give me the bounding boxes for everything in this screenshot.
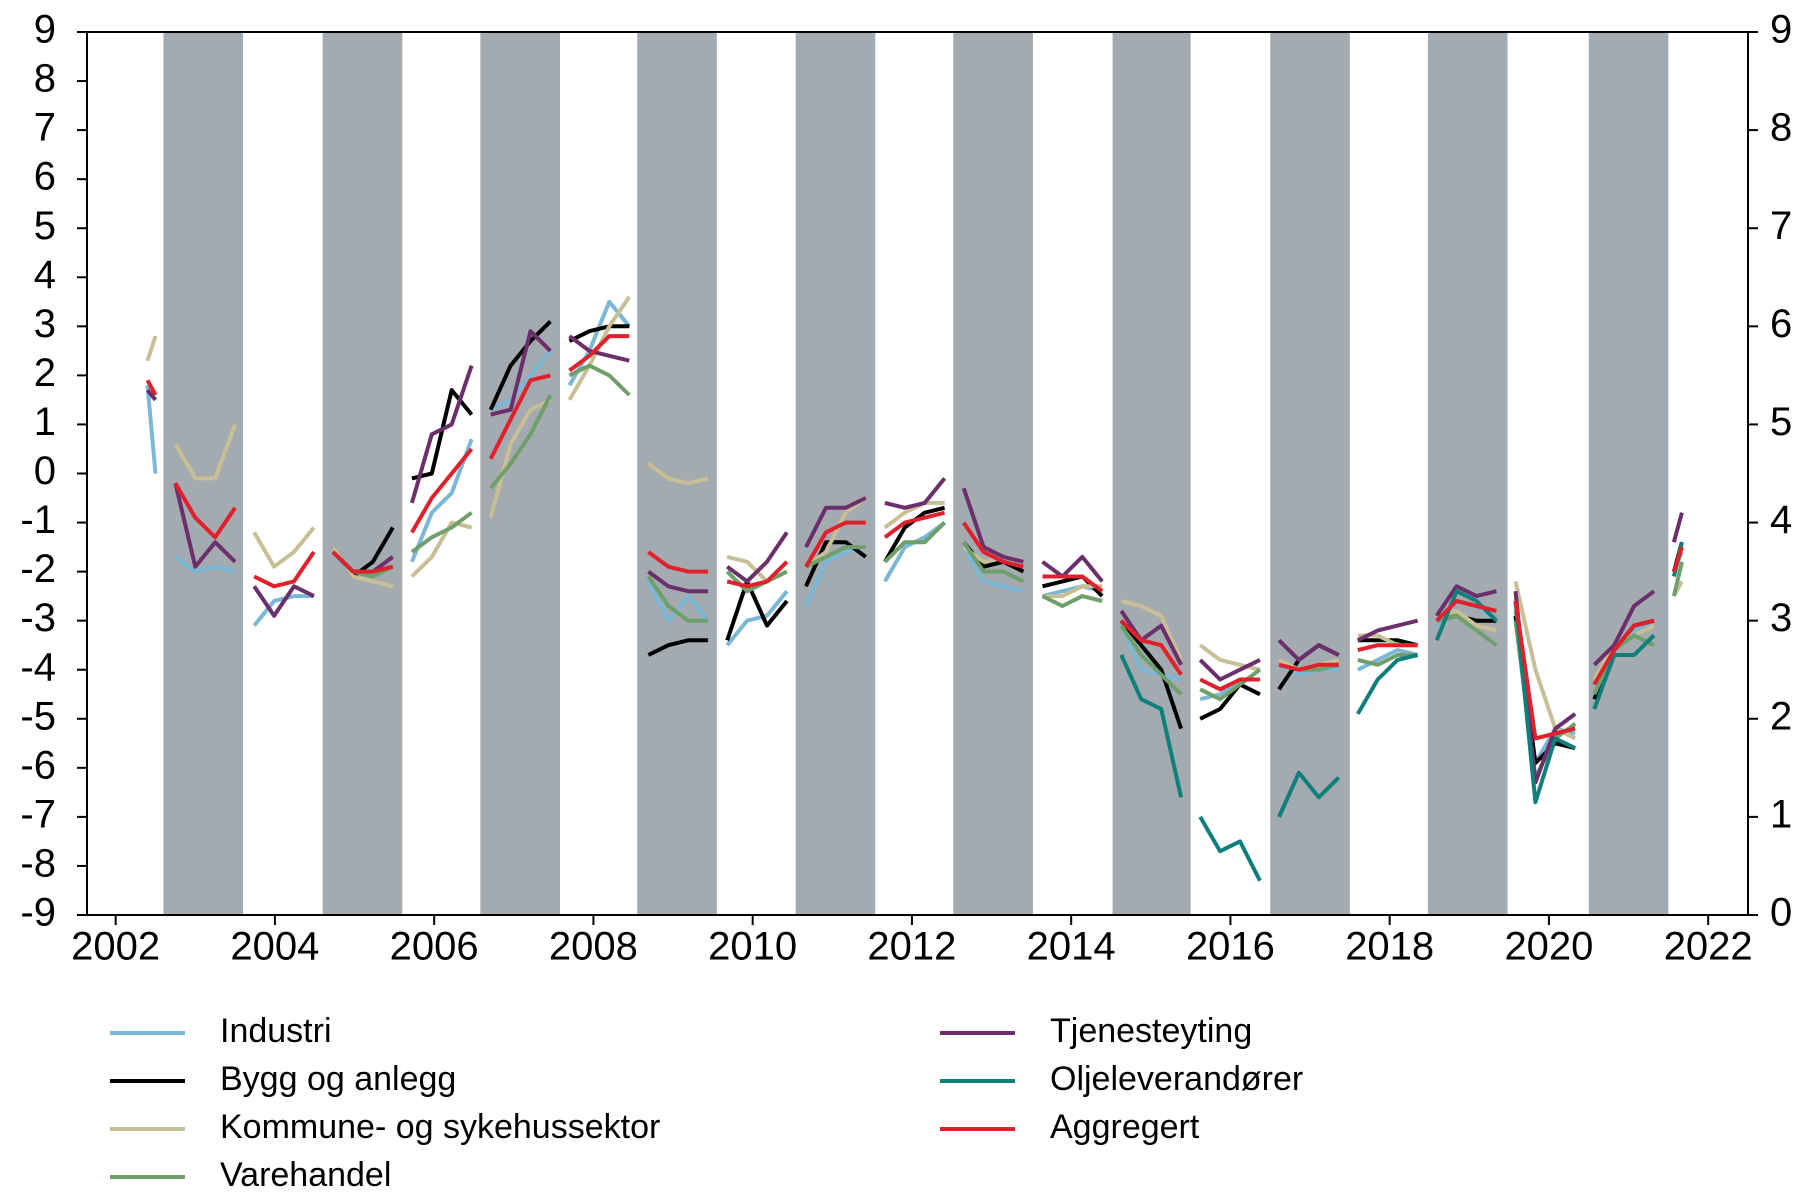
x-tick-label: 2020 (1504, 925, 1593, 969)
series-line (331, 363, 1684, 780)
series-line (1119, 541, 1684, 882)
y-tick-label: -2 (20, 547, 56, 591)
shaded-period (1270, 32, 1350, 915)
shaded-period (1427, 32, 1508, 915)
legend-label: Kommune- og sykehussektor (220, 1108, 660, 1146)
x-tick-label: 2008 (549, 925, 638, 969)
shaded-period (163, 32, 244, 915)
x-tick-label: 2004 (230, 925, 319, 969)
x-tick-label: 2022 (1664, 925, 1753, 969)
legend-label: Aggregert (1050, 1108, 1200, 1146)
shaded-period (480, 32, 560, 915)
shaded-period (322, 32, 403, 915)
y-tick-label: -9 (20, 891, 56, 935)
x-tick-label: 2012 (867, 925, 956, 969)
y-tick-label: 9 (34, 8, 56, 52)
y-tick-label: 2 (34, 351, 56, 395)
y-tick-label: 6 (34, 155, 56, 199)
series-line (145, 334, 1684, 741)
y-tick-label: 8 (34, 57, 56, 101)
legend-label: Oljeleverandører (1050, 1060, 1303, 1098)
y2-tick-label: 1 (1770, 792, 1792, 836)
x-tick-label: 2006 (390, 925, 479, 969)
legend-label: Tjenesteyting (1050, 1012, 1252, 1050)
shaded-period (1588, 32, 1669, 915)
legend-label: Bygg og anlegg (220, 1060, 456, 1098)
y-tick-label: -8 (20, 842, 56, 886)
y-tick-label: 0 (34, 449, 56, 493)
y2-tick-label: 8 (1770, 106, 1792, 150)
y2-tick-label: 3 (1770, 596, 1792, 640)
y-tick-label: -3 (20, 596, 56, 640)
x-tick-label: 2016 (1186, 925, 1275, 969)
y2-tick-label: 2 (1770, 694, 1792, 738)
y-tick-label: -1 (20, 498, 56, 542)
y2-tick-label: 0 (1770, 891, 1792, 935)
y-tick-label: 4 (34, 253, 56, 297)
x-tick-label: 2002 (71, 925, 160, 969)
x-tick-label: 2018 (1345, 925, 1434, 969)
y-tick-label: 5 (34, 204, 56, 248)
x-tick-label: 2010 (708, 925, 797, 969)
shaded-period (795, 32, 876, 915)
shaded-period (1112, 32, 1191, 915)
y2-tick-label: 5 (1770, 400, 1792, 444)
legend-label: Varehandel (220, 1156, 391, 1194)
y-tick-label: -4 (20, 645, 56, 689)
y2-tick-label: 9 (1770, 8, 1792, 52)
y-tick-label: -6 (20, 743, 56, 787)
legend-label: Industri (220, 1012, 332, 1050)
shaded-period (637, 32, 717, 915)
y-tick-label: 7 (34, 106, 56, 150)
y-tick-label: -7 (20, 792, 56, 836)
series-line (145, 329, 1684, 785)
series-line (145, 295, 1684, 741)
y2-tick-label: 6 (1770, 302, 1792, 346)
y-tick-label: -5 (20, 694, 56, 738)
y2-tick-label: 4 (1770, 498, 1792, 542)
y-tick-label: 3 (34, 302, 56, 346)
y2-tick-label: 7 (1770, 204, 1792, 248)
x-tick-label: 2014 (1027, 925, 1116, 969)
y-tick-label: 1 (34, 400, 56, 444)
shaded-period (953, 32, 1033, 915)
